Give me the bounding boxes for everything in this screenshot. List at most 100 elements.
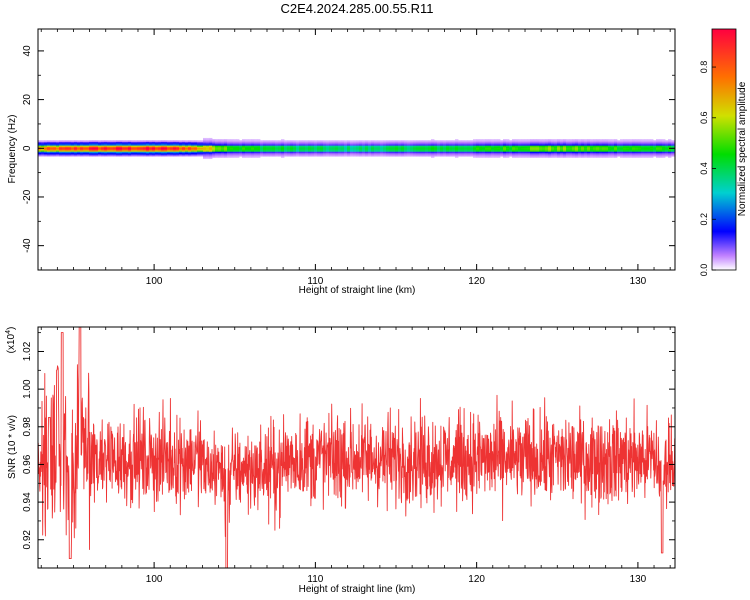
heatmap-cell <box>236 145 240 147</box>
heatmap-cell <box>68 153 72 156</box>
heatmap-cell <box>47 141 51 144</box>
heatmap-cell <box>623 146 627 149</box>
heatmap-cell <box>635 140 639 142</box>
heatmap-cell <box>104 152 108 155</box>
heatmap-cell <box>530 144 534 146</box>
heatmap-cell <box>539 142 543 145</box>
heatmap-cell <box>233 150 237 152</box>
heatmap-cell <box>44 148 48 151</box>
heatmap-cell <box>281 156 285 158</box>
heatmap-cell <box>554 146 558 149</box>
heatmap-cell <box>452 148 456 151</box>
heatmap-cell <box>641 146 645 149</box>
heatmap-cell <box>317 154 321 157</box>
heatmap-cell <box>371 150 375 152</box>
heatmap-cell <box>449 147 453 150</box>
heatmap-cell <box>458 141 462 144</box>
heatmap-cell <box>302 147 306 150</box>
heatmap-cell <box>281 148 285 151</box>
heatmap-cell <box>503 146 507 149</box>
heatmap-cell <box>239 140 243 142</box>
heatmap-cell <box>449 150 453 152</box>
heatmap-cell <box>344 152 348 155</box>
heatmap-cell <box>152 145 156 147</box>
heatmap-cell <box>245 140 249 142</box>
heatmap-cell <box>449 152 453 155</box>
heatmap-cell <box>356 152 360 155</box>
heatmap-cell <box>608 147 612 150</box>
heatmap-cell <box>476 141 480 144</box>
heatmap-cell <box>482 156 486 158</box>
heatmap-cell <box>422 144 426 146</box>
heatmap-cell <box>332 154 336 157</box>
heatmap-cell <box>533 154 537 157</box>
heatmap-cell <box>479 150 483 152</box>
heatmap-cell <box>161 140 165 142</box>
heatmap-cell <box>653 141 657 144</box>
heatmap-cell <box>530 151 534 153</box>
heatmap-cell <box>506 152 510 155</box>
heatmap-cell <box>617 144 621 146</box>
heatmap-cell <box>410 141 414 144</box>
heatmap-cell <box>377 147 381 150</box>
heatmap-cell <box>242 154 246 157</box>
heatmap-cell <box>104 142 108 145</box>
heatmap-cell <box>185 152 189 155</box>
heatmap-cell <box>134 151 138 153</box>
heatmap-cell <box>161 142 165 145</box>
heatmap-cell <box>86 146 90 149</box>
heatmap-cell <box>71 140 75 142</box>
heatmap-cell <box>602 147 606 150</box>
heatmap-cell <box>230 150 234 152</box>
heatmap-cell <box>653 140 657 142</box>
heatmap-cell <box>296 151 300 153</box>
heatmap-cell <box>425 154 429 157</box>
heatmap-cell <box>290 148 294 151</box>
heatmap-cell <box>419 140 423 142</box>
heatmap-cell <box>614 140 618 142</box>
heatmap-cell <box>272 152 276 155</box>
heatmap-cell <box>257 145 261 147</box>
heatmap-cell <box>551 140 555 142</box>
heatmap-cell <box>428 145 432 147</box>
heatmap-cell <box>662 141 666 144</box>
heatmap-cell <box>314 140 318 142</box>
heatmap-cell <box>38 150 42 152</box>
heatmap-cell <box>218 151 222 153</box>
heatmap-cell <box>209 156 213 158</box>
x-tick-label: 110 <box>307 276 323 287</box>
heatmap-cell <box>287 153 291 156</box>
heatmap-cell <box>92 154 96 157</box>
heatmap-cell <box>350 152 354 155</box>
heatmap-cell <box>422 153 426 156</box>
heatmap-cell <box>251 139 255 141</box>
heatmap-cell <box>230 141 234 144</box>
heatmap-cell <box>338 153 342 156</box>
heatmap-cell <box>140 148 144 151</box>
heatmap-cell <box>383 146 387 149</box>
heatmap-cell <box>434 150 438 152</box>
heatmap-cell <box>395 145 399 147</box>
heatmap-cell <box>596 152 600 155</box>
heatmap-cell <box>383 141 387 144</box>
heatmap-cell <box>599 150 603 152</box>
heatmap-cell <box>386 148 390 151</box>
heatmap-cell <box>323 150 327 152</box>
heatmap-cell <box>227 142 231 145</box>
heatmap-cell <box>611 147 615 150</box>
heatmap-cell <box>323 147 327 150</box>
heatmap-cell <box>92 152 96 155</box>
heatmap-cell <box>146 146 150 149</box>
heatmap-cell <box>56 150 60 152</box>
heatmap-cell <box>278 140 282 142</box>
heatmap-cell <box>209 151 213 153</box>
heatmap-cell <box>98 140 102 142</box>
heatmap-cell <box>257 150 261 152</box>
heatmap-cell <box>134 153 138 156</box>
heatmap-cell <box>278 141 282 144</box>
heatmap-cell <box>494 150 498 152</box>
heatmap-cell <box>59 141 63 144</box>
heatmap-cell <box>347 153 351 156</box>
heatmap-cell <box>311 148 315 151</box>
heatmap-cell <box>389 150 393 152</box>
